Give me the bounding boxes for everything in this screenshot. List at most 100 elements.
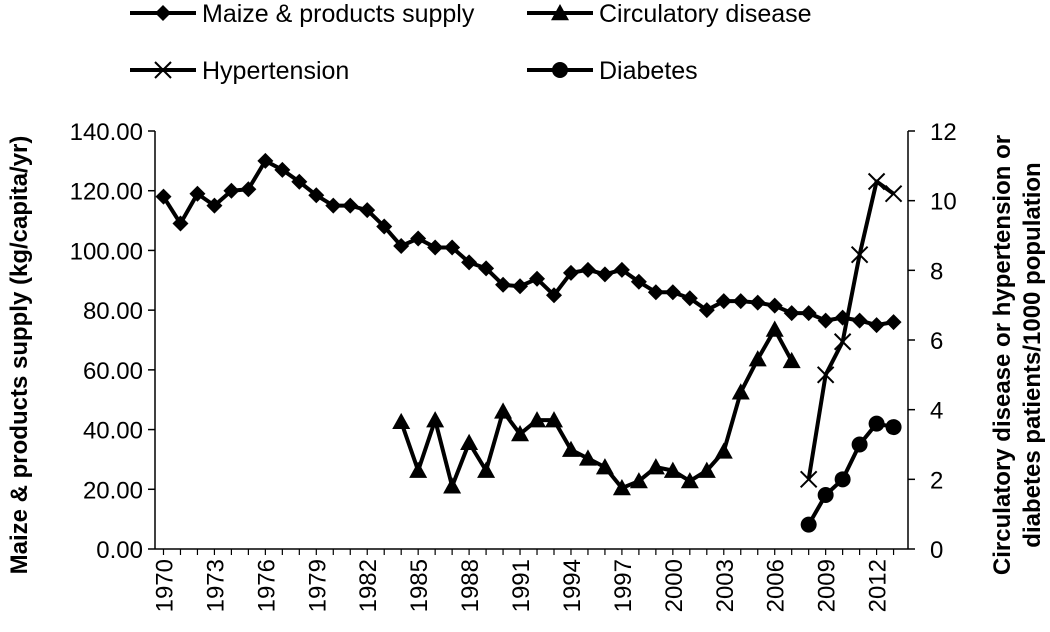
point-circulatory-disease [511,425,530,442]
legend-label-maize-products-supply: Maize & products supply [202,0,475,28]
point-maize-products-supply [800,305,817,322]
x-marker-stroke [850,245,869,264]
legend-item-maize-products-supply: Maize & products supply [130,0,475,28]
point-circulatory-disease [578,449,597,466]
y-axis-right-title-line: diabetes patients/1000 population [1019,162,1046,547]
point-maize-products-supply [851,312,868,329]
point-maize-products-supply [274,161,291,178]
point-maize-products-supply [206,197,223,214]
x-tick-label: 1994 [559,559,586,612]
y-axis-right-title: Circulatory disease or hypertension or di… [989,135,1046,575]
point-diabetes [851,436,868,453]
x-tick-label: 1979 [304,559,331,612]
legend-label-diabetes: Diabetes [599,57,698,85]
point-maize-products-supply [223,182,240,199]
series-diabetes [800,415,902,533]
point-maize-products-supply [630,273,647,290]
x-tick-label: 1982 [355,559,382,612]
point-maize-products-supply [342,197,359,214]
point-hypertension [816,366,835,384]
point-circulatory-disease [544,411,563,428]
point-circulatory-disease [663,461,682,478]
legend-marker-hypertension [154,61,172,79]
point-circulatory-disease [765,320,784,337]
point-circulatory-disease [731,383,750,400]
x-tick-label: 1985 [406,559,433,612]
y-right-tick-label: 8 [930,258,943,285]
point-maize-products-supply [664,284,681,301]
series-line-maize-products-supply [161,158,894,328]
series-line-hypertension [806,179,895,480]
point-diabetes [817,487,834,504]
x-tick-label: 2003 [712,559,739,612]
legend-item-hypertension: Hypertension [130,57,349,85]
point-maize-products-supply [817,312,834,329]
y-axis-right-title-line: Circulatory disease or hypertension or [989,135,1016,575]
y-left-tick-label: 120.00 [70,179,143,206]
point-maize-products-supply [885,314,902,331]
point-hypertension [867,172,886,191]
series-hypertension [799,172,903,489]
point-circulatory-disease [528,411,547,428]
point-maize-products-supply [257,152,274,169]
series-line-diabetes [806,421,894,526]
point-maize-products-supply [512,278,529,295]
point-maize-products-supply [291,173,308,190]
point-circulatory-disease [629,472,648,489]
y-left-tick-label: 60.00 [83,358,143,385]
y-axis-left-title: Maize & products supply (kg/capita/yr) [6,136,33,575]
x-tick-label: 2006 [763,559,790,612]
legend-label-hypertension: Hypertension [202,57,349,85]
x-tick-label: 1970 [151,559,178,612]
point-circulatory-disease [409,461,428,478]
x-tick-label: 1988 [457,559,484,612]
point-circulatory-disease [460,433,479,450]
x-marker-stroke [799,470,818,489]
y-right-tick-label: 4 [930,398,943,425]
point-circulatory-disease [392,412,411,430]
point-maize-products-supply [562,264,579,281]
point-maize-products-supply [783,305,800,322]
y-right-tick-label: 0 [930,537,943,564]
point-maize-products-supply [529,270,546,287]
y-left-tick-label: 80.00 [83,298,143,325]
point-circulatory-disease [680,472,699,489]
point-maize-products-supply [376,218,393,235]
series-circulatory-disease [392,320,801,496]
point-diabetes [834,471,851,488]
y-right-tick-label: 12 [930,119,957,146]
x-tick-label: 1997 [610,559,637,612]
x-tick-label: 2000 [661,559,688,612]
point-maize-products-supply [868,317,885,334]
point-maize-products-supply [698,302,715,319]
point-diabetes [868,415,885,432]
point-circulatory-disease [646,458,665,475]
x-marker-stroke [833,333,852,351]
point-circulatory-disease [494,402,513,419]
point-maize-products-supply [715,293,732,310]
point-maize-products-supply [444,239,461,256]
point-maize-products-supply [495,276,512,293]
point-hypertension [833,333,852,351]
point-circulatory-disease [612,479,631,496]
point-maize-products-supply [189,185,206,202]
series-maize-products-supply [155,152,902,334]
point-maize-products-supply [766,297,783,314]
point-maize-products-supply [393,237,410,254]
x-marker-stroke [867,172,886,191]
point-maize-products-supply [545,287,562,304]
point-maize-products-supply [172,215,189,232]
point-maize-products-supply [155,188,172,205]
y-left-tick-label: 100.00 [70,238,143,265]
point-circulatory-disease [782,351,801,369]
point-hypertension [850,245,869,264]
y-left-tick-label: 140.00 [70,119,143,146]
point-maize-products-supply [325,197,342,214]
point-maize-products-supply [359,202,376,219]
point-diabetes [885,419,902,436]
point-maize-products-supply [681,290,698,307]
point-circulatory-disease [477,461,496,478]
point-circulatory-disease [714,442,733,459]
series-line-circulatory-disease [399,327,794,491]
